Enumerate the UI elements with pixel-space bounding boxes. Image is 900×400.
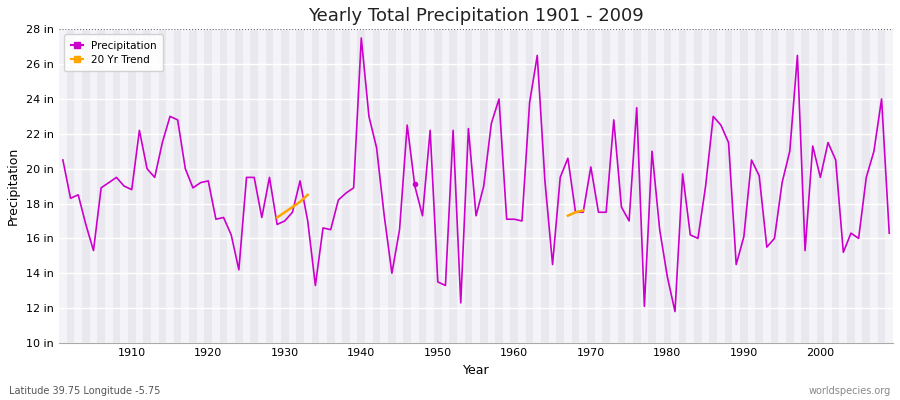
Bar (396, 29, 403, 343)
Bar (809, 29, 816, 343)
Bar (197, 29, 204, 343)
Bar (427, 29, 434, 343)
Legend: Precipitation, 20 Yr Trend: Precipitation, 20 Yr Trend (64, 34, 163, 71)
Bar (626, 29, 633, 343)
Bar (274, 29, 281, 343)
Bar (595, 29, 602, 343)
Bar (136, 29, 143, 343)
Bar (457, 29, 464, 343)
Bar (687, 29, 694, 343)
Bar (870, 29, 878, 343)
Bar (855, 29, 862, 343)
Bar (794, 29, 801, 343)
Bar (702, 29, 709, 343)
Bar (304, 29, 311, 343)
Bar (733, 29, 740, 343)
Bar (488, 29, 495, 343)
Bar (518, 29, 526, 343)
Bar (778, 29, 786, 343)
Bar (656, 29, 663, 343)
Bar (840, 29, 847, 343)
Bar (258, 29, 265, 343)
X-axis label: Year: Year (463, 364, 490, 377)
Title: Yearly Total Precipitation 1901 - 2009: Yearly Total Precipitation 1901 - 2009 (308, 7, 644, 25)
Bar (182, 29, 189, 343)
Bar (212, 29, 220, 343)
Bar (335, 29, 342, 343)
Bar (243, 29, 250, 343)
Bar (90, 29, 97, 343)
Bar (610, 29, 617, 343)
Bar (748, 29, 755, 343)
Bar (75, 29, 82, 343)
Bar (886, 29, 893, 343)
Bar (671, 29, 679, 343)
Bar (350, 29, 357, 343)
Bar (228, 29, 235, 343)
Text: Latitude 39.75 Longitude -5.75: Latitude 39.75 Longitude -5.75 (9, 386, 160, 396)
Bar (381, 29, 388, 343)
Bar (151, 29, 158, 343)
Bar (166, 29, 174, 343)
Bar (442, 29, 449, 343)
Bar (289, 29, 296, 343)
Bar (59, 29, 67, 343)
Bar (534, 29, 541, 343)
Bar (549, 29, 556, 343)
Bar (121, 29, 128, 343)
Bar (580, 29, 587, 343)
Text: worldspecies.org: worldspecies.org (809, 386, 891, 396)
Bar (824, 29, 832, 343)
Y-axis label: Precipitation: Precipitation (7, 147, 20, 225)
Bar (320, 29, 327, 343)
Bar (472, 29, 480, 343)
Bar (503, 29, 510, 343)
Bar (641, 29, 648, 343)
Bar (105, 29, 112, 343)
Bar (411, 29, 418, 343)
Bar (717, 29, 725, 343)
Bar (763, 29, 770, 343)
Bar (564, 29, 572, 343)
Bar (365, 29, 373, 343)
